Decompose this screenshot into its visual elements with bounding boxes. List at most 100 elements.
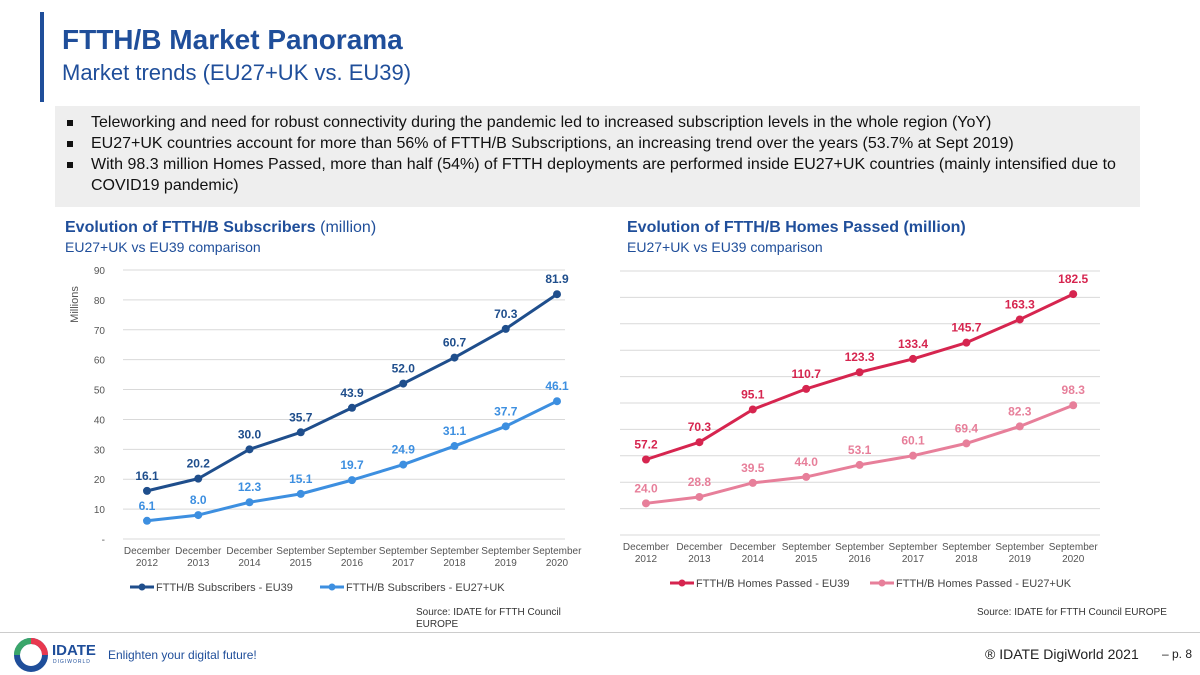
x-tick-label: 2015 bbox=[290, 558, 313, 569]
legend-label: FTTH/B Subscribers - EU39 bbox=[156, 582, 293, 594]
y-tick-label: 90 bbox=[94, 266, 106, 277]
data-label: 24.0 bbox=[634, 481, 658, 495]
x-tick-label: 2012 bbox=[136, 558, 159, 569]
bullet-box: Teleworking and need for robust connecti… bbox=[55, 106, 1140, 207]
x-tick-label: 2018 bbox=[955, 554, 978, 565]
x-tick-label: September bbox=[995, 542, 1045, 553]
data-label: 52.0 bbox=[392, 362, 416, 376]
x-tick-label: December bbox=[676, 542, 723, 553]
data-point bbox=[962, 439, 971, 448]
page-number: – p. 8 bbox=[1162, 647, 1193, 661]
data-point bbox=[296, 428, 305, 437]
data-label: 8.0 bbox=[190, 493, 207, 507]
data-point bbox=[642, 499, 650, 508]
homes-passed-chart: December2012December2013December2014Sept… bbox=[620, 270, 1100, 590]
legend-label: FTTH/B Homes Passed - EU39 bbox=[696, 578, 849, 590]
data-point bbox=[1015, 422, 1024, 431]
data-point bbox=[194, 511, 203, 520]
data-point bbox=[909, 451, 917, 460]
bullet-item: With 98.3 million Homes Passed, more tha… bbox=[65, 154, 1130, 196]
data-label: 37.7 bbox=[494, 404, 518, 418]
source-note-subscribers: Source: IDATE for FTTH Council EUROPE bbox=[416, 607, 561, 631]
legend-label: FTTH/B Subscribers - EU27+UK bbox=[346, 582, 505, 594]
x-tick-label: September bbox=[328, 546, 378, 557]
x-tick-label: September bbox=[276, 546, 326, 557]
x-tick-label: September bbox=[889, 542, 939, 553]
x-tick-label: September bbox=[481, 546, 531, 557]
x-tick-label: September bbox=[379, 546, 429, 557]
data-label: 6.1 bbox=[139, 499, 156, 513]
legend-marker bbox=[138, 583, 146, 591]
x-tick-label: 2019 bbox=[1009, 554, 1032, 565]
data-point bbox=[501, 422, 510, 431]
data-point bbox=[802, 472, 811, 481]
source-line: Source: IDATE for FTTH Council bbox=[416, 607, 561, 618]
data-point bbox=[748, 478, 757, 487]
x-tick-label: 2013 bbox=[187, 558, 210, 569]
y-tick-label: - bbox=[102, 535, 105, 546]
data-point bbox=[245, 498, 254, 507]
x-tick-label: 2019 bbox=[495, 558, 518, 569]
copyright: ® IDATE DigiWorld 2021 bbox=[985, 646, 1139, 662]
data-label: 30.0 bbox=[238, 427, 262, 441]
data-point bbox=[296, 489, 305, 498]
x-tick-label: 2017 bbox=[392, 558, 415, 569]
data-point bbox=[642, 455, 650, 464]
y-tick-label: 60 bbox=[94, 356, 106, 367]
y-tick-label: 50 bbox=[94, 386, 106, 397]
x-tick-label: September bbox=[430, 546, 480, 557]
data-point bbox=[855, 460, 864, 469]
chart-subtitle-subscribers: EU27+UK vs EU39 comparison bbox=[65, 239, 261, 255]
subscribers-chart: -102030405060708090MillionsDecember2012D… bbox=[69, 266, 582, 594]
data-label: 182.5 bbox=[1058, 272, 1088, 286]
page-subtitle: Market trends (EU27+UK vs. EU39) bbox=[62, 60, 412, 85]
legend-marker bbox=[328, 583, 336, 591]
x-tick-label: September bbox=[835, 542, 885, 553]
data-label: 28.8 bbox=[688, 475, 712, 489]
data-point bbox=[1015, 315, 1024, 324]
data-label: 110.7 bbox=[792, 367, 822, 381]
data-label: 60.7 bbox=[443, 336, 467, 350]
bullet-item: EU27+UK countries account for more than … bbox=[65, 133, 1130, 154]
data-label: 133.4 bbox=[898, 337, 928, 351]
chart-title-homes-passed: Evolution of FTTH/B Homes Passed (millio… bbox=[627, 219, 966, 236]
data-point bbox=[748, 405, 757, 414]
bullet-item: Teleworking and need for robust connecti… bbox=[65, 112, 1130, 133]
x-tick-label: 2020 bbox=[1062, 554, 1085, 565]
x-tick-label: 2015 bbox=[795, 554, 818, 565]
x-tick-label: 2012 bbox=[635, 554, 658, 565]
logo-text: IDATE bbox=[52, 642, 96, 659]
data-label: 70.3 bbox=[688, 420, 712, 434]
data-point bbox=[1069, 290, 1078, 299]
x-tick-label: 2016 bbox=[848, 554, 871, 565]
y-tick-label: 20 bbox=[94, 475, 106, 486]
chart-title-bold: Evolution of FTTH/B Subscribers bbox=[65, 219, 316, 236]
data-label: 15.1 bbox=[289, 472, 313, 486]
x-tick-label: 2013 bbox=[688, 554, 711, 565]
x-tick-label: December bbox=[623, 542, 670, 553]
footer-divider bbox=[0, 632, 1200, 633]
data-point bbox=[802, 384, 811, 393]
y-tick-label: 70 bbox=[94, 326, 106, 337]
data-point bbox=[962, 338, 971, 347]
data-label: 19.7 bbox=[340, 458, 364, 472]
logo-subtext: DIGIWORLD bbox=[53, 659, 91, 665]
chart-subtitle-homes-passed: EU27+UK vs EU39 comparison bbox=[627, 239, 823, 255]
x-tick-label: 2014 bbox=[742, 554, 765, 565]
x-tick-label: September bbox=[782, 542, 832, 553]
x-tick-label: 2018 bbox=[443, 558, 466, 569]
data-point bbox=[450, 442, 459, 451]
page-title: FTTH/B Market Panorama bbox=[62, 24, 403, 55]
data-label: 31.1 bbox=[443, 424, 467, 438]
data-point bbox=[194, 474, 203, 483]
data-point bbox=[553, 397, 561, 406]
data-point bbox=[143, 516, 151, 525]
legend-label: FTTH/B Homes Passed - EU27+UK bbox=[896, 578, 1072, 590]
data-point bbox=[399, 460, 408, 469]
data-point bbox=[450, 353, 459, 362]
data-point bbox=[399, 379, 408, 388]
data-point bbox=[855, 368, 864, 377]
x-tick-label: September bbox=[942, 542, 992, 553]
data-label: 70.3 bbox=[494, 307, 518, 321]
data-label: 163.3 bbox=[1005, 297, 1035, 311]
